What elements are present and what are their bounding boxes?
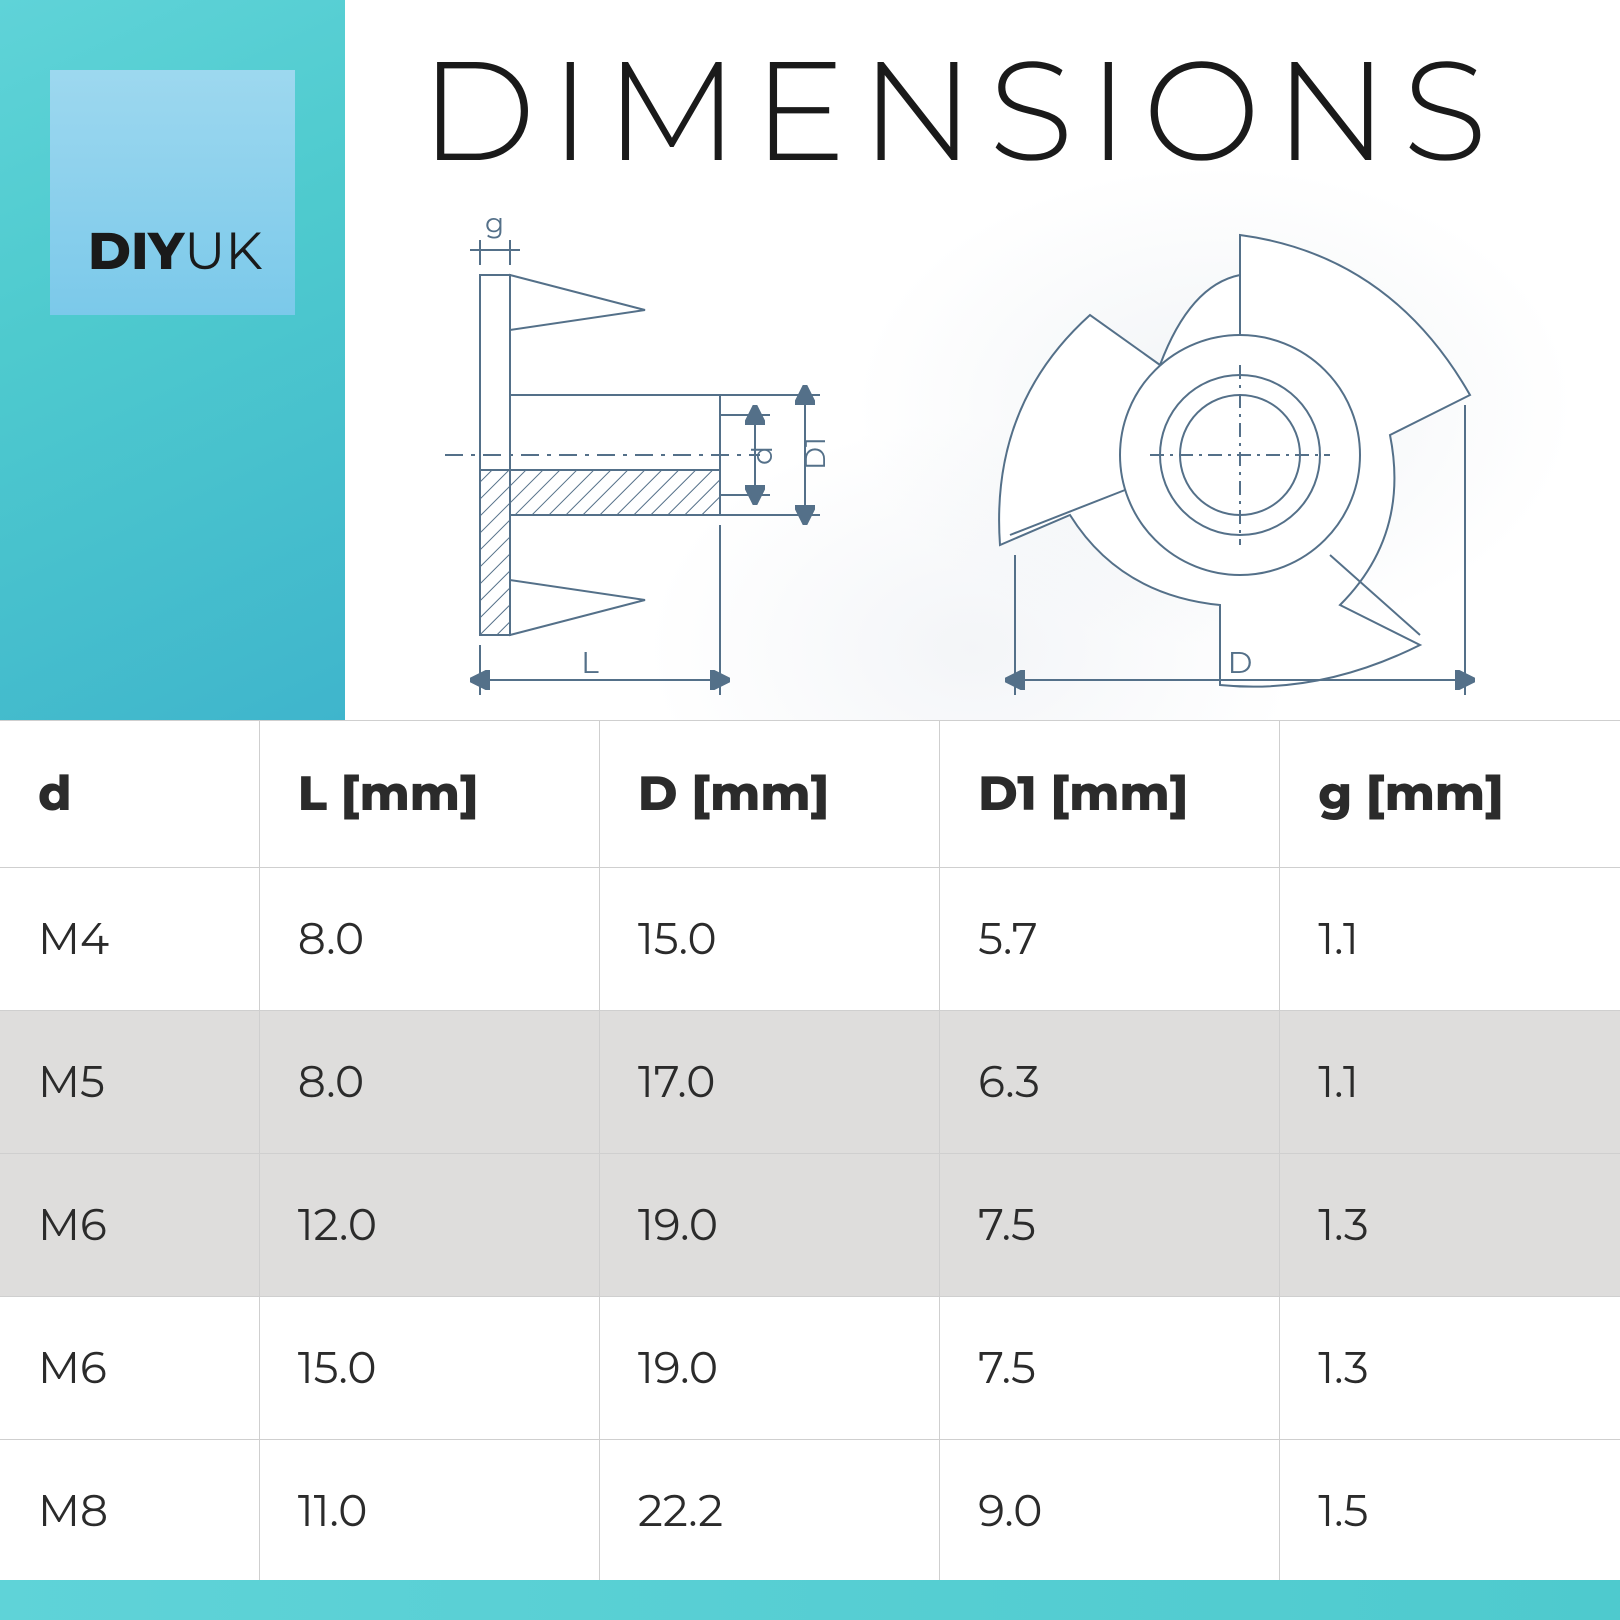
- footer-accent-bar: [0, 1580, 1620, 1620]
- table-cell: M6: [0, 1154, 259, 1297]
- brand-wordmark: DIYUK: [88, 220, 262, 283]
- dim-label-L: L: [581, 644, 599, 681]
- table-cell: 12.0: [259, 1154, 599, 1297]
- table-row: M58.017.06.31.1: [0, 1011, 1620, 1154]
- table-cell: 5.7: [940, 868, 1280, 1011]
- table-cell: 11.0: [259, 1440, 599, 1583]
- brand-panel: DIYUK: [0, 0, 345, 720]
- table-cell: M4: [0, 868, 259, 1011]
- table-cell: 1.1: [1280, 868, 1620, 1011]
- dim-label-g: g: [485, 207, 504, 241]
- table-col-header: d: [0, 721, 259, 868]
- table-cell: 22.2: [599, 1440, 939, 1583]
- table-col-header: g [mm]: [1280, 721, 1620, 868]
- page-title: DIMENSIONS: [420, 25, 1502, 196]
- brand-bold: DIY: [88, 220, 184, 283]
- table-cell: 9.0: [940, 1440, 1280, 1583]
- table-cell: 7.5: [940, 1154, 1280, 1297]
- table-row: M612.019.07.51.3: [0, 1154, 1620, 1297]
- table-cell: M8: [0, 1440, 259, 1583]
- table-col-header: L [mm]: [259, 721, 599, 868]
- table-row: M811.022.29.01.5: [0, 1440, 1620, 1583]
- brand-logo-box: DIYUK: [50, 70, 295, 315]
- table-cell: 1.3: [1280, 1297, 1620, 1440]
- table-cell: 1.5: [1280, 1440, 1620, 1583]
- table-col-header: D [mm]: [599, 721, 939, 868]
- side-view: g d D1 L: [445, 207, 833, 695]
- dimensions-table: dL [mm]D [mm]D1 [mm]g [mm] M48.015.05.71…: [0, 720, 1620, 1583]
- brand-light: UK: [184, 220, 262, 283]
- dimensions-table-el: dL [mm]D [mm]D1 [mm]g [mm] M48.015.05.71…: [0, 720, 1620, 1583]
- table-cell: 1.1: [1280, 1011, 1620, 1154]
- table-cell: M5: [0, 1011, 259, 1154]
- top-view: D: [999, 235, 1470, 695]
- table-cell: 7.5: [940, 1297, 1280, 1440]
- table-cell: 6.3: [940, 1011, 1280, 1154]
- table-cell: 17.0: [599, 1011, 939, 1154]
- table-cell: 8.0: [259, 1011, 599, 1154]
- table-row: M48.015.05.71.1: [0, 868, 1620, 1011]
- table-cell: 15.0: [599, 868, 939, 1011]
- table-row: M615.019.07.51.3: [0, 1297, 1620, 1440]
- table-cell: 19.0: [599, 1297, 939, 1440]
- table-cell: M6: [0, 1297, 259, 1440]
- dim-label-D: D: [1228, 644, 1253, 681]
- table-cell: 19.0: [599, 1154, 939, 1297]
- dim-label-d: d: [746, 446, 780, 465]
- table-cell: 1.3: [1280, 1154, 1620, 1297]
- table-cell: 8.0: [259, 868, 599, 1011]
- table-cell: 15.0: [259, 1297, 599, 1440]
- table-col-header: D1 [mm]: [940, 721, 1280, 868]
- dim-label-D1: D1: [799, 437, 833, 470]
- table-header-row: dL [mm]D [mm]D1 [mm]g [mm]: [0, 721, 1620, 868]
- dimensions-diagram: g d D1 L D: [400, 205, 1560, 710]
